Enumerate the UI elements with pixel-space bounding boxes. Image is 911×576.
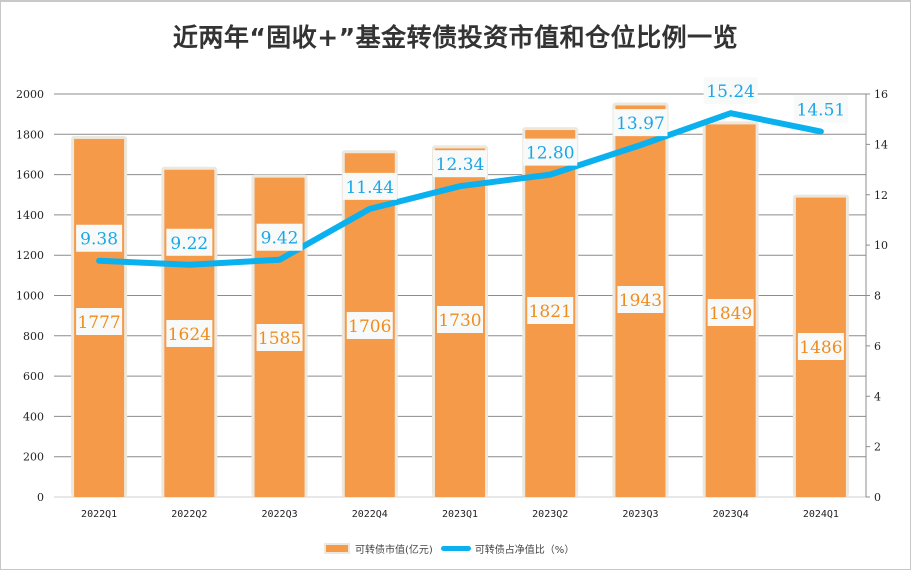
x-tick-label: 2023Q4 [713,509,749,520]
x-tick-label: 2022Q1 [81,509,117,520]
y-left-tick-label: 1600 [16,169,44,182]
bar-value-label: 1585 [258,329,301,349]
y-left-tick-label: 1000 [16,290,44,303]
line-value-label: 12.34 [436,155,485,175]
line-label-box [256,223,303,251]
bar-label-box [527,297,574,324]
line-value-label: 14.51 [797,101,846,121]
line-label-box [793,95,848,123]
bar-label-box [797,333,844,360]
x-tick-label: 2023Q3 [622,509,658,520]
bar-label-box [166,320,213,347]
line-value-label: 11.44 [345,178,394,198]
y-right-tick-label: 14 [874,138,888,151]
y-left-tick-label: 1400 [16,209,44,222]
y-left-tick-label: 600 [23,370,44,383]
line-label-box [523,138,578,166]
bar-value-label: 1730 [438,311,481,331]
x-tick-label: 2022Q2 [171,509,207,520]
legend: 可转债市值(亿元) 可转债占净值比（%） [324,541,574,556]
y-right-tick-label: 0 [874,491,881,504]
bar-value-label: 1624 [168,325,211,345]
line-value-label: 12.80 [526,144,575,164]
y-right-tick-label: 12 [874,189,888,202]
line-value-label: 15.24 [706,82,755,102]
y-right-tick-label: 4 [874,390,881,403]
bar-value-label: 1777 [77,313,120,333]
y-right-tick-label: 6 [874,340,881,353]
x-tick-label: 2022Q3 [261,509,297,520]
y-left-tick-label: 400 [23,410,44,423]
y-right-tick-label: 8 [874,290,881,303]
y-left-tick-label: 0 [37,491,44,504]
legend-bar-swatch [324,543,350,554]
bar-label-box [346,312,393,339]
y-left-tick-label: 2000 [16,88,44,101]
axes: 0 200 400 600 800 1000 1200 1400 1600 1800 2000 0 2 4… [16,88,888,520]
line-value-label: 9.42 [261,229,299,249]
bar-value-label: 1486 [799,338,842,358]
bar-value-label: 1821 [529,302,572,322]
line-series [96,110,824,268]
line-label-box [166,228,213,256]
y-right-tick-label: 2 [874,441,881,454]
bar-label-box [76,308,123,335]
line-label-box [433,150,487,178]
line-label-box [703,77,758,105]
y-left-tick-label: 1800 [16,128,44,141]
legend-line-label: 可转债占净值比（%） [474,545,575,556]
y-left-tick-label: 200 [23,451,44,464]
line-value-label: 9.38 [80,230,118,250]
line-value-label: 13.97 [616,114,665,134]
legend-bar-label: 可转债市值(亿元) [355,545,433,556]
bar-label-box [617,286,664,313]
y-left-tick-label: 1200 [16,249,44,262]
x-tick-label: 2024Q1 [803,509,839,520]
x-tick-label: 2023Q1 [442,509,478,520]
chart-title: 近两年“固收+”基金转债投资市值和仓位比例一览 [172,23,739,52]
bar-value-label: 1943 [619,291,662,311]
line-value-label: 9.22 [170,234,208,254]
line-label-box [342,172,397,200]
y-right-tick-label: 10 [874,239,888,252]
bar-label-box [256,324,303,351]
bar-value-label: 1706 [348,317,391,337]
x-tick-label: 2023Q2 [532,509,568,520]
x-tick-label: 2022Q4 [352,509,388,520]
line-label-box [613,109,668,137]
bar-label-box [437,306,483,333]
legend-line-swatch [440,546,471,551]
bar-value-label: 1849 [709,304,752,324]
line-label-box [76,224,123,252]
y-left-tick-label: 800 [23,330,44,343]
bar-label-box [707,299,754,326]
y-right-tick-label: 16 [874,88,888,101]
data-labels: 1777 1624 1585 1706 1730 1821 1943 1849 1486 9.38… [76,77,848,360]
